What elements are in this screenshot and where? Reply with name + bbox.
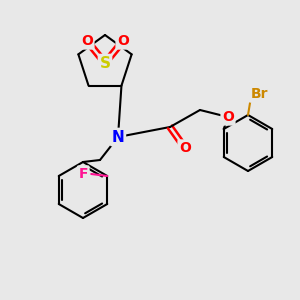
- Text: Br: Br: [250, 87, 268, 101]
- Text: F: F: [79, 167, 88, 181]
- Text: O: O: [117, 34, 129, 48]
- Text: O: O: [81, 34, 93, 48]
- Text: S: S: [100, 56, 110, 70]
- Text: O: O: [222, 110, 234, 124]
- Text: O: O: [179, 141, 191, 155]
- Text: N: N: [112, 130, 124, 145]
